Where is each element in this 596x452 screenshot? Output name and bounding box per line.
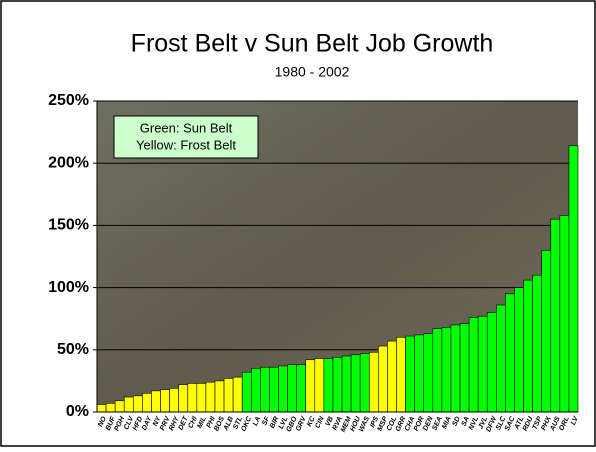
bar — [197, 383, 206, 412]
bar — [487, 312, 496, 412]
bar — [142, 393, 151, 412]
bar — [451, 325, 460, 412]
bar — [460, 324, 469, 412]
bar — [542, 250, 551, 412]
bar — [269, 367, 278, 412]
bar — [288, 365, 297, 412]
bar — [387, 341, 396, 412]
bar — [279, 366, 288, 412]
bar — [514, 288, 523, 412]
bar — [415, 335, 424, 412]
y-tick-label: 100% — [48, 279, 89, 296]
y-tick-label: 200% — [48, 154, 89, 171]
bar — [179, 385, 188, 412]
bar — [433, 329, 442, 412]
bar — [505, 294, 514, 412]
bar — [560, 215, 569, 412]
bar — [251, 368, 260, 412]
bar — [315, 359, 324, 412]
bar — [351, 355, 360, 412]
bar — [360, 354, 369, 412]
bar — [306, 360, 315, 412]
bar — [242, 372, 251, 412]
bar — [378, 346, 387, 412]
bar — [151, 391, 160, 412]
bar — [233, 377, 242, 412]
bar — [124, 397, 133, 412]
bar — [396, 337, 405, 412]
bar — [161, 390, 170, 412]
bar — [115, 401, 124, 412]
bar — [533, 275, 542, 412]
bar — [188, 383, 197, 412]
bar — [297, 365, 306, 412]
bar — [478, 316, 487, 412]
annotation: Yellow: Frost Belt — [136, 137, 236, 152]
bar — [333, 357, 342, 412]
bar — [406, 336, 415, 412]
y-tick-label: 250% — [48, 92, 89, 109]
bar — [215, 381, 224, 412]
bar — [106, 403, 115, 412]
y-tick-label: 50% — [57, 341, 89, 358]
bar — [224, 378, 233, 412]
bar — [442, 327, 451, 412]
bar — [260, 367, 269, 412]
bar — [170, 388, 179, 412]
annotation: Green: Sun Belt — [140, 120, 233, 135]
bar — [324, 359, 333, 412]
chart: Frost Belt v Sun Belt Job Growth 1980 - … — [0, 0, 596, 447]
bar — [133, 396, 142, 412]
bar — [369, 352, 378, 412]
bar — [342, 356, 351, 412]
bar — [424, 334, 433, 412]
bar — [97, 405, 106, 412]
chart-subtitle: 1980 - 2002 — [275, 64, 350, 80]
bar — [551, 219, 560, 412]
bar — [524, 280, 533, 412]
chart-title: Frost Belt v Sun Belt Job Growth — [131, 30, 494, 58]
bar — [496, 305, 505, 412]
bar — [206, 382, 215, 412]
y-tick-label: 150% — [48, 217, 89, 234]
bar — [469, 317, 478, 412]
bar — [569, 146, 578, 412]
y-tick-label: 0% — [66, 403, 89, 420]
